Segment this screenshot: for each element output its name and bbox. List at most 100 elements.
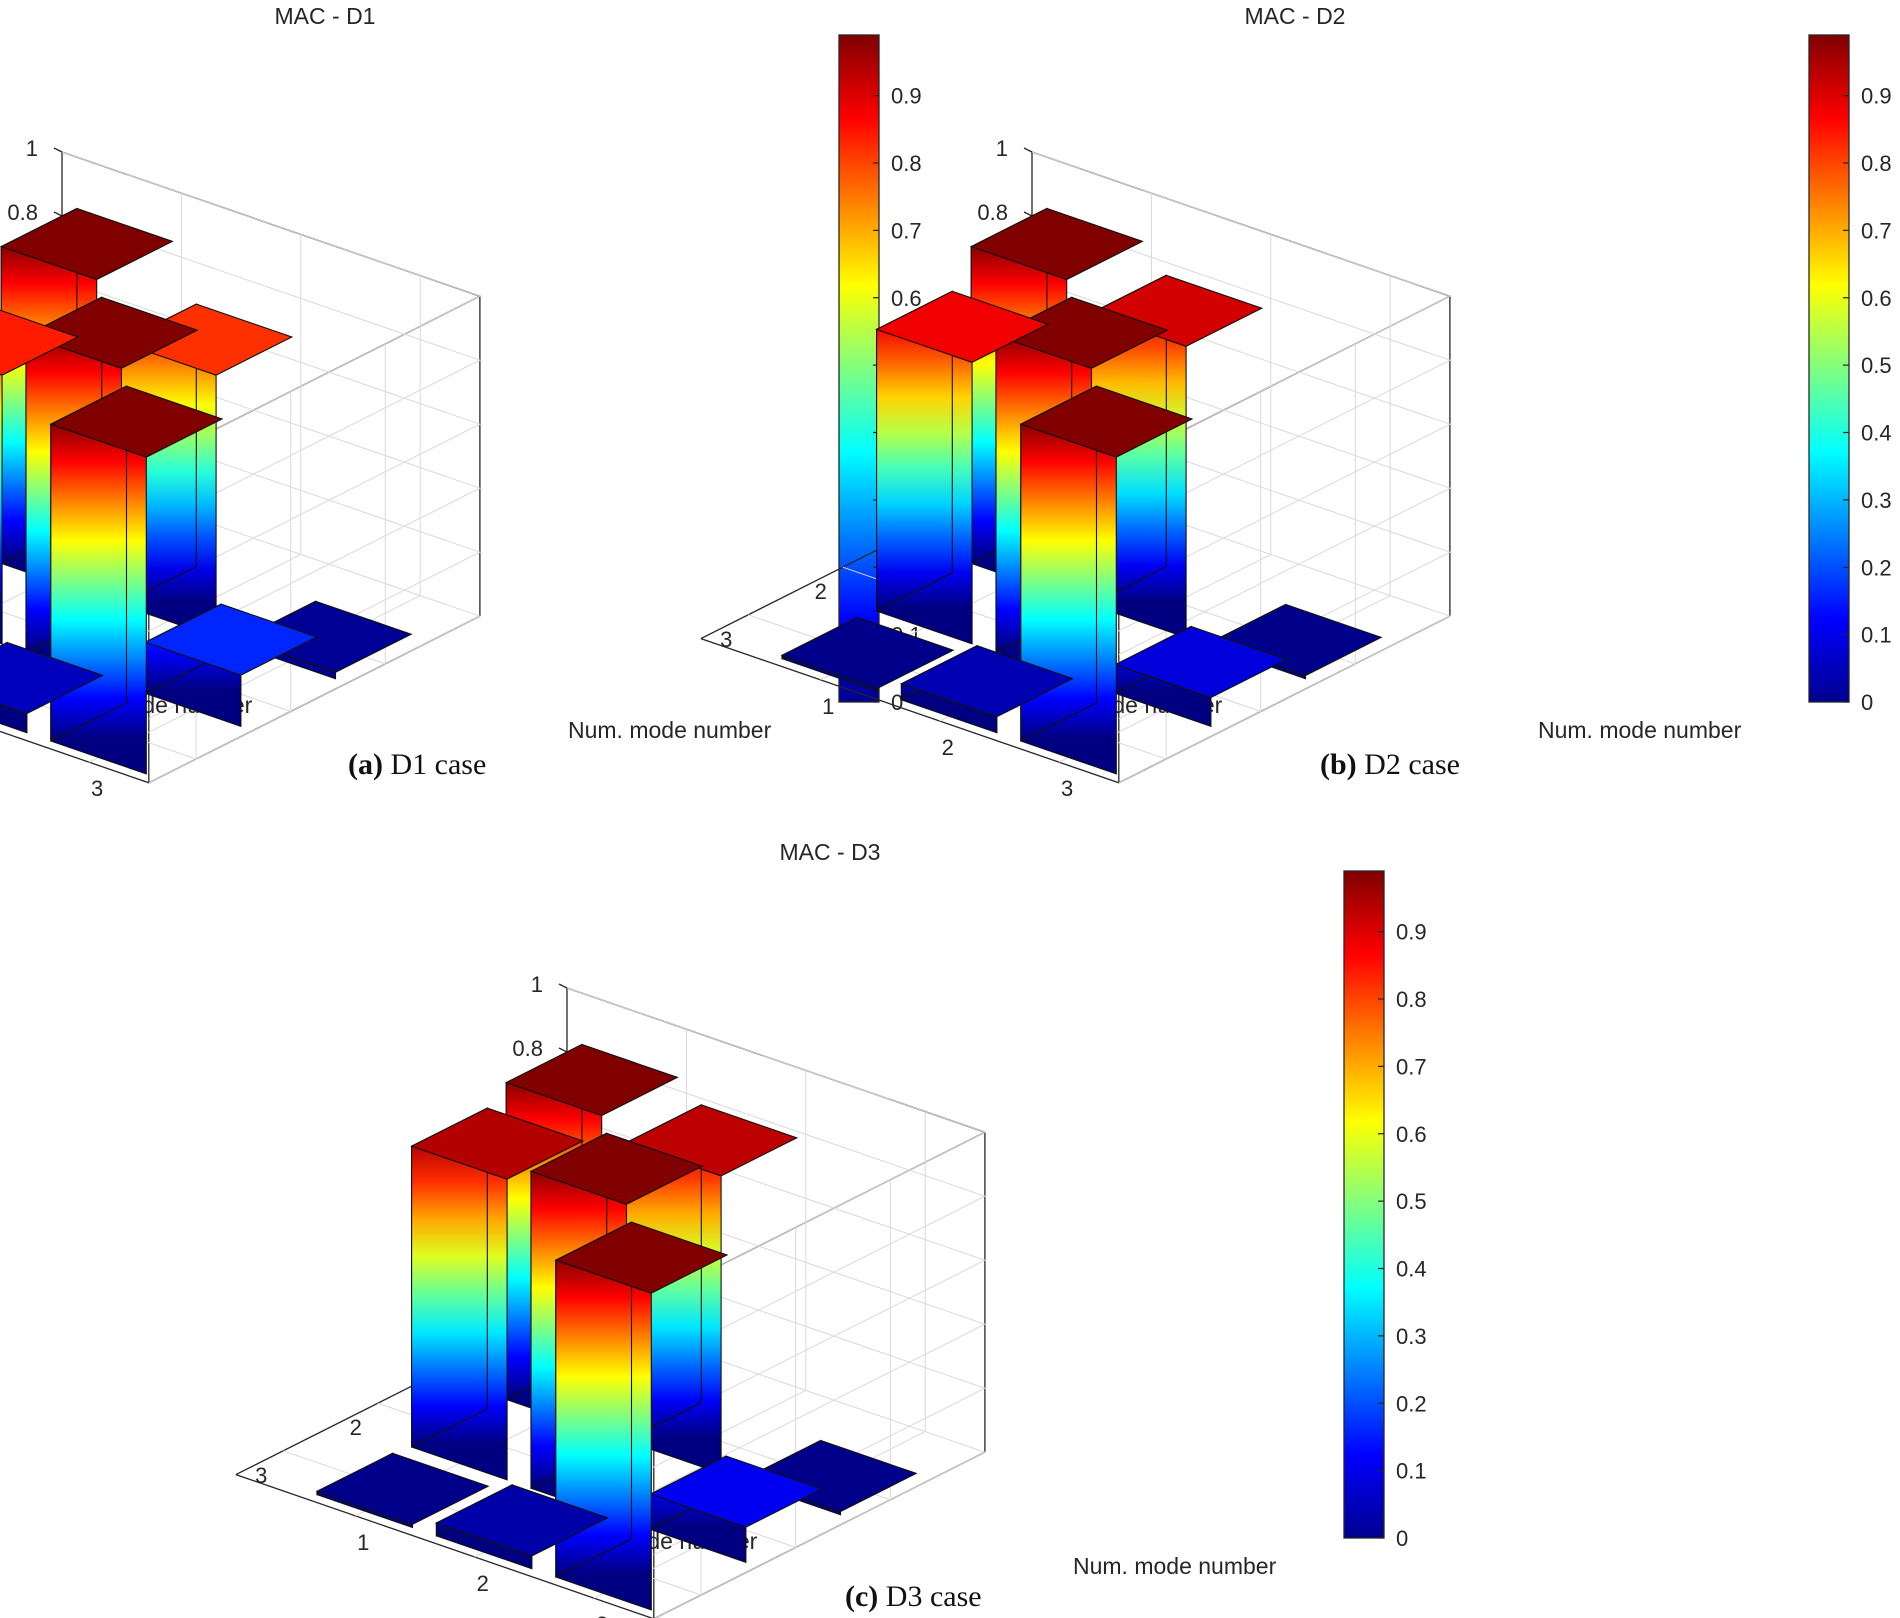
colorbar-tick-label: 0.7 [891,218,922,243]
colorbar [1808,34,1850,703]
x-tick-label: 3 [720,627,732,652]
z-gridline [1031,151,1452,464]
caption-a-label: (a) [348,748,383,781]
colorbar-tick-label: 0.6 [1396,1122,1427,1147]
bar-exp3-num2 [434,1484,610,1570]
colorbar-tick-label: 0.1 [1861,623,1892,648]
colorbar-tick-label: 0.3 [1861,488,1892,513]
bar-exp3-num1 [315,1452,490,1529]
colorbar-tick-label: 0.2 [1396,1391,1427,1416]
panel-mac-d1: MAC - D100.20.40.60.81123123Exp. mode nu… [0,3,922,801]
colorbar-tick-label: 0.4 [1396,1257,1427,1282]
bar-exp3-num3 [49,385,224,775]
x-gridline [0,391,292,713]
z-tick-mark [53,211,63,217]
y-axis-label: Num. mode number [568,717,772,743]
bar-face-top [315,1452,490,1525]
colorbar-tick-label: 0.1 [1396,1459,1427,1484]
colorbar-tick-label: 0.8 [1861,151,1892,176]
z-gridline [566,987,987,1300]
caption-a-text: D1 case [382,748,487,781]
z-tick-label: 0.8 [977,200,1008,225]
chart-title: MAC - D1 [275,3,376,29]
chart-title: MAC - D2 [1245,3,1346,29]
z-tick-label: 1 [996,136,1008,161]
y-tick-label: 2 [942,735,954,760]
z-tick-label: 0.8 [512,1036,543,1061]
panel-mac-d3: MAC - D300.20.40.60.81123123Exp. mode nu… [235,839,1427,1618]
colorbar-tick-label: 0.9 [1861,84,1892,109]
bar-face-top [0,207,174,281]
colorbar-tick-label: 0.5 [1396,1189,1427,1214]
bar-exp3-num1 [780,616,955,693]
z-gridline [566,1051,987,1364]
bar-face-top [1208,603,1383,677]
colorbar-tick-label: 0.9 [891,84,922,109]
z-tick-label: 0.8 [7,200,38,225]
bar-face-top [1019,385,1194,458]
colorbar-tick-label: 0.6 [1861,286,1892,311]
x-gridline [377,1227,797,1549]
bar-face-top [410,1107,585,1180]
y-tick-label: 2 [477,1571,489,1596]
bar-face-top [899,645,1075,718]
bar-face-top [0,641,105,715]
bar-face-top [743,1439,918,1513]
y-tick-label: 1 [357,1530,369,1555]
z-tick-label: 1 [531,972,543,997]
bar-face-top [529,1132,704,1205]
y-tick-label: 3 [596,1612,608,1618]
colorbar-tick-label: 0 [1396,1526,1408,1551]
colorbar [838,34,880,703]
chart-title: MAC - D3 [780,839,881,865]
colorbar-tick-label: 0.2 [1861,555,1892,580]
bar-exp2-num1 [0,309,80,645]
caption-b-text: D2 case [1356,748,1460,781]
bar-face-top [648,1455,824,1528]
caption-a: (a) D1 case [348,748,486,782]
bar-face-top [554,1221,729,1294]
bar-exp2-num3 [143,603,319,728]
y-tick-label: 3 [91,776,103,801]
x-tick-label: 3 [255,1463,267,1488]
caption-c-text: D3 case [878,1580,982,1613]
bar-face-top [875,290,1050,363]
x-gridline [842,391,1262,713]
colorbar-tick-label: 0.5 [1861,353,1892,378]
colorbar-tick-label: 0.7 [1396,1054,1427,1079]
colorbar [1343,870,1385,1539]
caption-b: (b) D2 case [1320,748,1460,782]
bar-face-top [143,603,319,676]
bar-face-top [780,616,955,689]
z-tick-mark [558,983,568,989]
z-tick-mark [1023,211,1033,217]
caption-b-label: (b) [1320,748,1357,781]
bar-face-top [1089,274,1264,347]
colorbar-tick-label: 0.8 [891,151,922,176]
colorbar-tick-label: 0.7 [1861,218,1892,243]
z-tick-mark [558,1047,568,1053]
colorbar-tick-label: 0.6 [891,286,922,311]
bar-face-top [434,1484,610,1557]
z-tick-label: 1 [26,136,38,161]
caption-c: (c) D3 case [845,1580,982,1614]
colorbar-tick-label: 0.4 [1861,421,1892,446]
colorbar-tick-label: 0.8 [1396,987,1427,1012]
colorbar-tick-label: 0.3 [1396,1324,1427,1349]
y-tick-label: 1 [822,694,834,719]
z-tick-mark [1023,147,1033,153]
z-gridline [1031,215,1452,528]
bar-exp2-num1 [875,290,1050,645]
bar-face-top [969,207,1144,281]
x-tick-label: 2 [350,1415,362,1440]
x-tick-label: 2 [815,579,827,604]
z-gridline [61,151,482,464]
bar-face-front-left [0,373,3,645]
bar-exp2-num1 [410,1107,585,1481]
bar-face-top [624,1104,799,1177]
caption-c-label: (c) [845,1580,879,1613]
colorbar-tick-label: 0 [1861,690,1873,715]
bar-exp2-num3 [1113,625,1289,728]
bar-face-top [49,385,224,458]
